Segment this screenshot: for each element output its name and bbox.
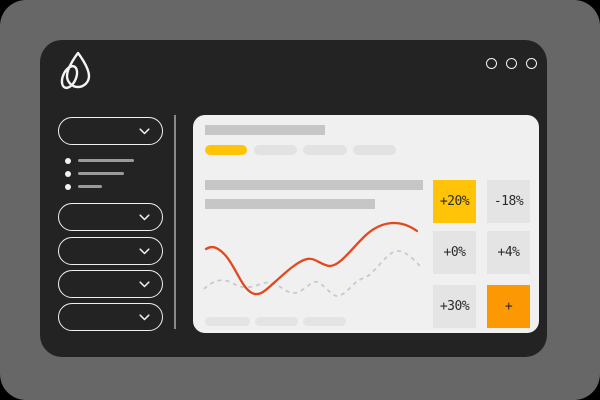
chevron-down-icon xyxy=(139,247,150,254)
x-axis-label-placeholder xyxy=(303,317,346,326)
list-item xyxy=(65,154,134,167)
droplet-leaf-logo-icon xyxy=(60,51,91,90)
sidebar-dropdown-5[interactable] xyxy=(58,303,163,331)
tab-1-active[interactable] xyxy=(205,145,247,155)
page-title-placeholder xyxy=(205,125,325,135)
sidebar-bullet-list xyxy=(65,154,134,193)
app-window: +20% -18% +0% +4% +30% + xyxy=(40,40,547,357)
chevron-down-icon xyxy=(139,213,150,220)
sidebar-dropdown-2[interactable] xyxy=(58,203,163,231)
window-control-dot-icon[interactable] xyxy=(526,58,537,69)
stat-tile-plus-0: +0% xyxy=(433,231,476,274)
bullet-icon xyxy=(65,183,71,190)
chevron-down-icon xyxy=(139,280,150,287)
window-control-dot-icon[interactable] xyxy=(506,58,517,69)
stat-tile-plus-20: +20% xyxy=(433,180,476,223)
window-control-dot-icon[interactable] xyxy=(486,58,497,69)
sidebar-dropdown-3[interactable] xyxy=(58,237,163,265)
content-panel: +20% -18% +0% +4% +30% + xyxy=(193,115,539,333)
tab-3[interactable] xyxy=(303,145,347,155)
list-item xyxy=(65,167,134,180)
bullet-icon xyxy=(65,170,71,177)
list-item-text-placeholder xyxy=(78,172,124,175)
tab-2[interactable] xyxy=(254,145,297,155)
sidebar-dropdown-4[interactable] xyxy=(58,270,163,298)
chart-dashed-series xyxy=(203,250,421,297)
list-item-text-placeholder xyxy=(78,159,134,162)
text-line-placeholder xyxy=(205,199,375,209)
text-line-placeholder xyxy=(205,180,423,190)
window-controls xyxy=(486,58,537,69)
sidebar-dropdown-1[interactable] xyxy=(58,117,163,145)
tab-4[interactable] xyxy=(353,145,396,155)
chevron-down-icon xyxy=(139,313,150,320)
x-axis-label-placeholder xyxy=(255,317,298,326)
sidebar-divider xyxy=(174,115,176,329)
stat-tile-plus-30: +30% xyxy=(433,285,476,328)
chevron-down-icon xyxy=(139,127,150,134)
list-item xyxy=(65,180,134,193)
add-button[interactable]: + xyxy=(487,285,530,328)
bullet-icon xyxy=(65,157,71,164)
stat-tile-plus-4: +4% xyxy=(487,231,530,274)
stat-tile-minus-18: -18% xyxy=(487,180,530,223)
line-chart xyxy=(203,221,421,297)
chart-solid-series xyxy=(204,221,419,296)
x-axis-label-placeholder xyxy=(205,317,250,326)
list-item-text-placeholder xyxy=(78,185,102,188)
